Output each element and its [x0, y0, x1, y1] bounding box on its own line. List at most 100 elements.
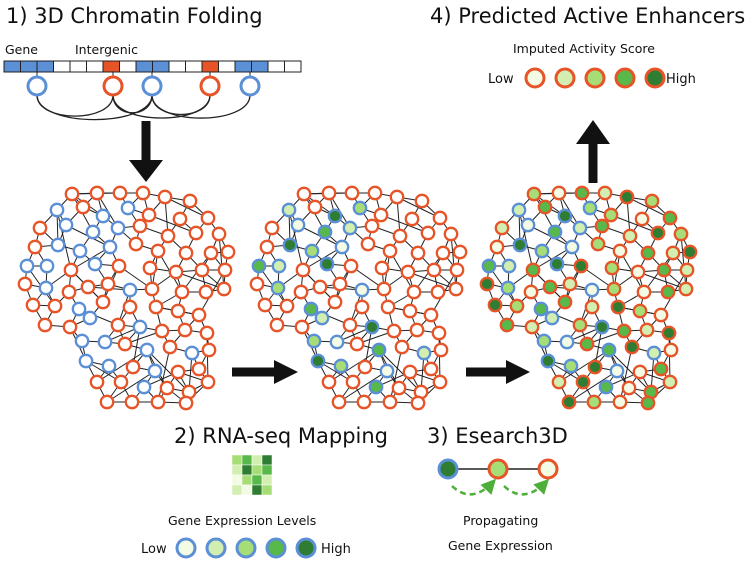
gene-node	[481, 258, 497, 274]
network-edge	[338, 370, 388, 403]
network-edge	[626, 196, 671, 219]
gene-node	[563, 358, 579, 374]
enhancer-node	[587, 359, 603, 375]
gene-node	[333, 358, 349, 374]
gene-node	[540, 353, 556, 369]
gene-node	[78, 353, 94, 369]
enhancer-node	[432, 374, 448, 390]
enhancer-node	[640, 395, 656, 411]
enhancer-node	[653, 361, 669, 377]
heatmap-cell	[251, 464, 263, 476]
gene-node	[564, 239, 580, 255]
gene-node	[122, 282, 138, 298]
enhancer-node	[630, 264, 646, 280]
enhancer-node	[157, 189, 173, 205]
track-cell-gene	[234, 60, 252, 73]
enhancer-node	[110, 317, 126, 333]
network-edge	[206, 332, 209, 383]
gene-node	[416, 345, 432, 361]
activity-scale-dots	[524, 67, 666, 89]
enhancer-node	[132, 218, 148, 234]
enhancer-node	[443, 226, 459, 242]
title-step3: 3) Esearch3D	[427, 424, 568, 448]
gene-node	[147, 363, 163, 379]
activity-legend-title: Imputed Activity Score	[513, 41, 655, 56]
expression-low-label: Low	[141, 542, 167, 557]
gene-node	[314, 310, 330, 326]
enhancer-node	[112, 185, 128, 201]
enhancer-node	[113, 374, 129, 390]
enhancer-node	[435, 245, 451, 261]
track-cell-enh	[201, 60, 219, 73]
gene-loop-node	[26, 75, 48, 97]
track-cell-gene	[36, 60, 54, 73]
enhancer-node	[551, 185, 567, 201]
gene-node	[136, 379, 152, 395]
enhancer-node	[537, 199, 553, 215]
enhancer-node	[125, 359, 141, 375]
title-step4: 4) Predicted Active Enhancers	[430, 4, 745, 28]
gene-node	[50, 237, 66, 253]
enhancer-node	[216, 281, 232, 297]
enhancer-node	[392, 228, 408, 244]
enhancer-node	[188, 225, 204, 241]
activity-level-dot	[554, 67, 576, 89]
network-edge	[288, 209, 304, 271]
track-cell-blank	[168, 60, 186, 73]
enhancer-node	[562, 276, 578, 292]
enhancer-node	[162, 339, 178, 355]
enhancer-node	[159, 380, 175, 396]
network-edge	[637, 271, 687, 290]
gene-node	[120, 200, 136, 216]
enhancer-node-far	[537, 458, 559, 480]
enhancer-node	[64, 186, 80, 202]
enhancer-node	[220, 244, 236, 260]
network-edge	[389, 346, 403, 403]
gene-node	[584, 282, 600, 298]
heatmap-cell	[231, 484, 243, 496]
enhancer-node	[640, 245, 656, 261]
network-nodes	[249, 185, 468, 411]
heatmap-cell	[261, 484, 273, 496]
network-edge	[218, 233, 225, 290]
enhancer-node	[400, 264, 416, 280]
gene-node	[290, 217, 306, 233]
track-cell-blank	[185, 60, 203, 73]
gene-node	[282, 237, 298, 253]
arrow-right-map	[232, 360, 298, 384]
gene-node	[342, 220, 358, 236]
track-cell-gene	[20, 60, 38, 73]
enhancer-node	[327, 294, 343, 310]
enhancer-node	[431, 325, 447, 341]
gene-node	[534, 243, 550, 259]
chromatin-loop	[151, 94, 251, 119]
network-predicted	[479, 185, 698, 411]
enhancer-node	[622, 228, 638, 244]
enhancer-node	[665, 245, 681, 261]
enhancer-node	[345, 374, 361, 390]
enhancer-node	[89, 185, 105, 201]
gene-node	[82, 310, 98, 326]
network-edge	[106, 370, 156, 403]
enhancer-node	[150, 394, 166, 410]
enhancer-node	[47, 298, 63, 314]
enhancer-node	[662, 210, 678, 226]
gene-node	[85, 224, 101, 240]
enhancer-node	[217, 262, 233, 278]
heatmap-cell	[261, 464, 273, 476]
enhancer-node	[344, 185, 360, 201]
gene-node	[251, 258, 267, 274]
enhancer-node	[574, 185, 590, 201]
enhancer-node	[170, 364, 186, 380]
enhancer-node	[200, 210, 216, 226]
enhancer-node	[37, 317, 53, 333]
enhancer-node	[170, 303, 186, 319]
gene-node	[87, 256, 103, 272]
gene-node	[500, 280, 516, 296]
enhancer-node	[203, 245, 219, 261]
enhancer-node	[111, 258, 127, 274]
enhancer-node	[584, 299, 600, 315]
gene-label: Gene	[5, 42, 38, 57]
enhancer-node	[380, 299, 396, 315]
gene-node	[310, 353, 326, 369]
